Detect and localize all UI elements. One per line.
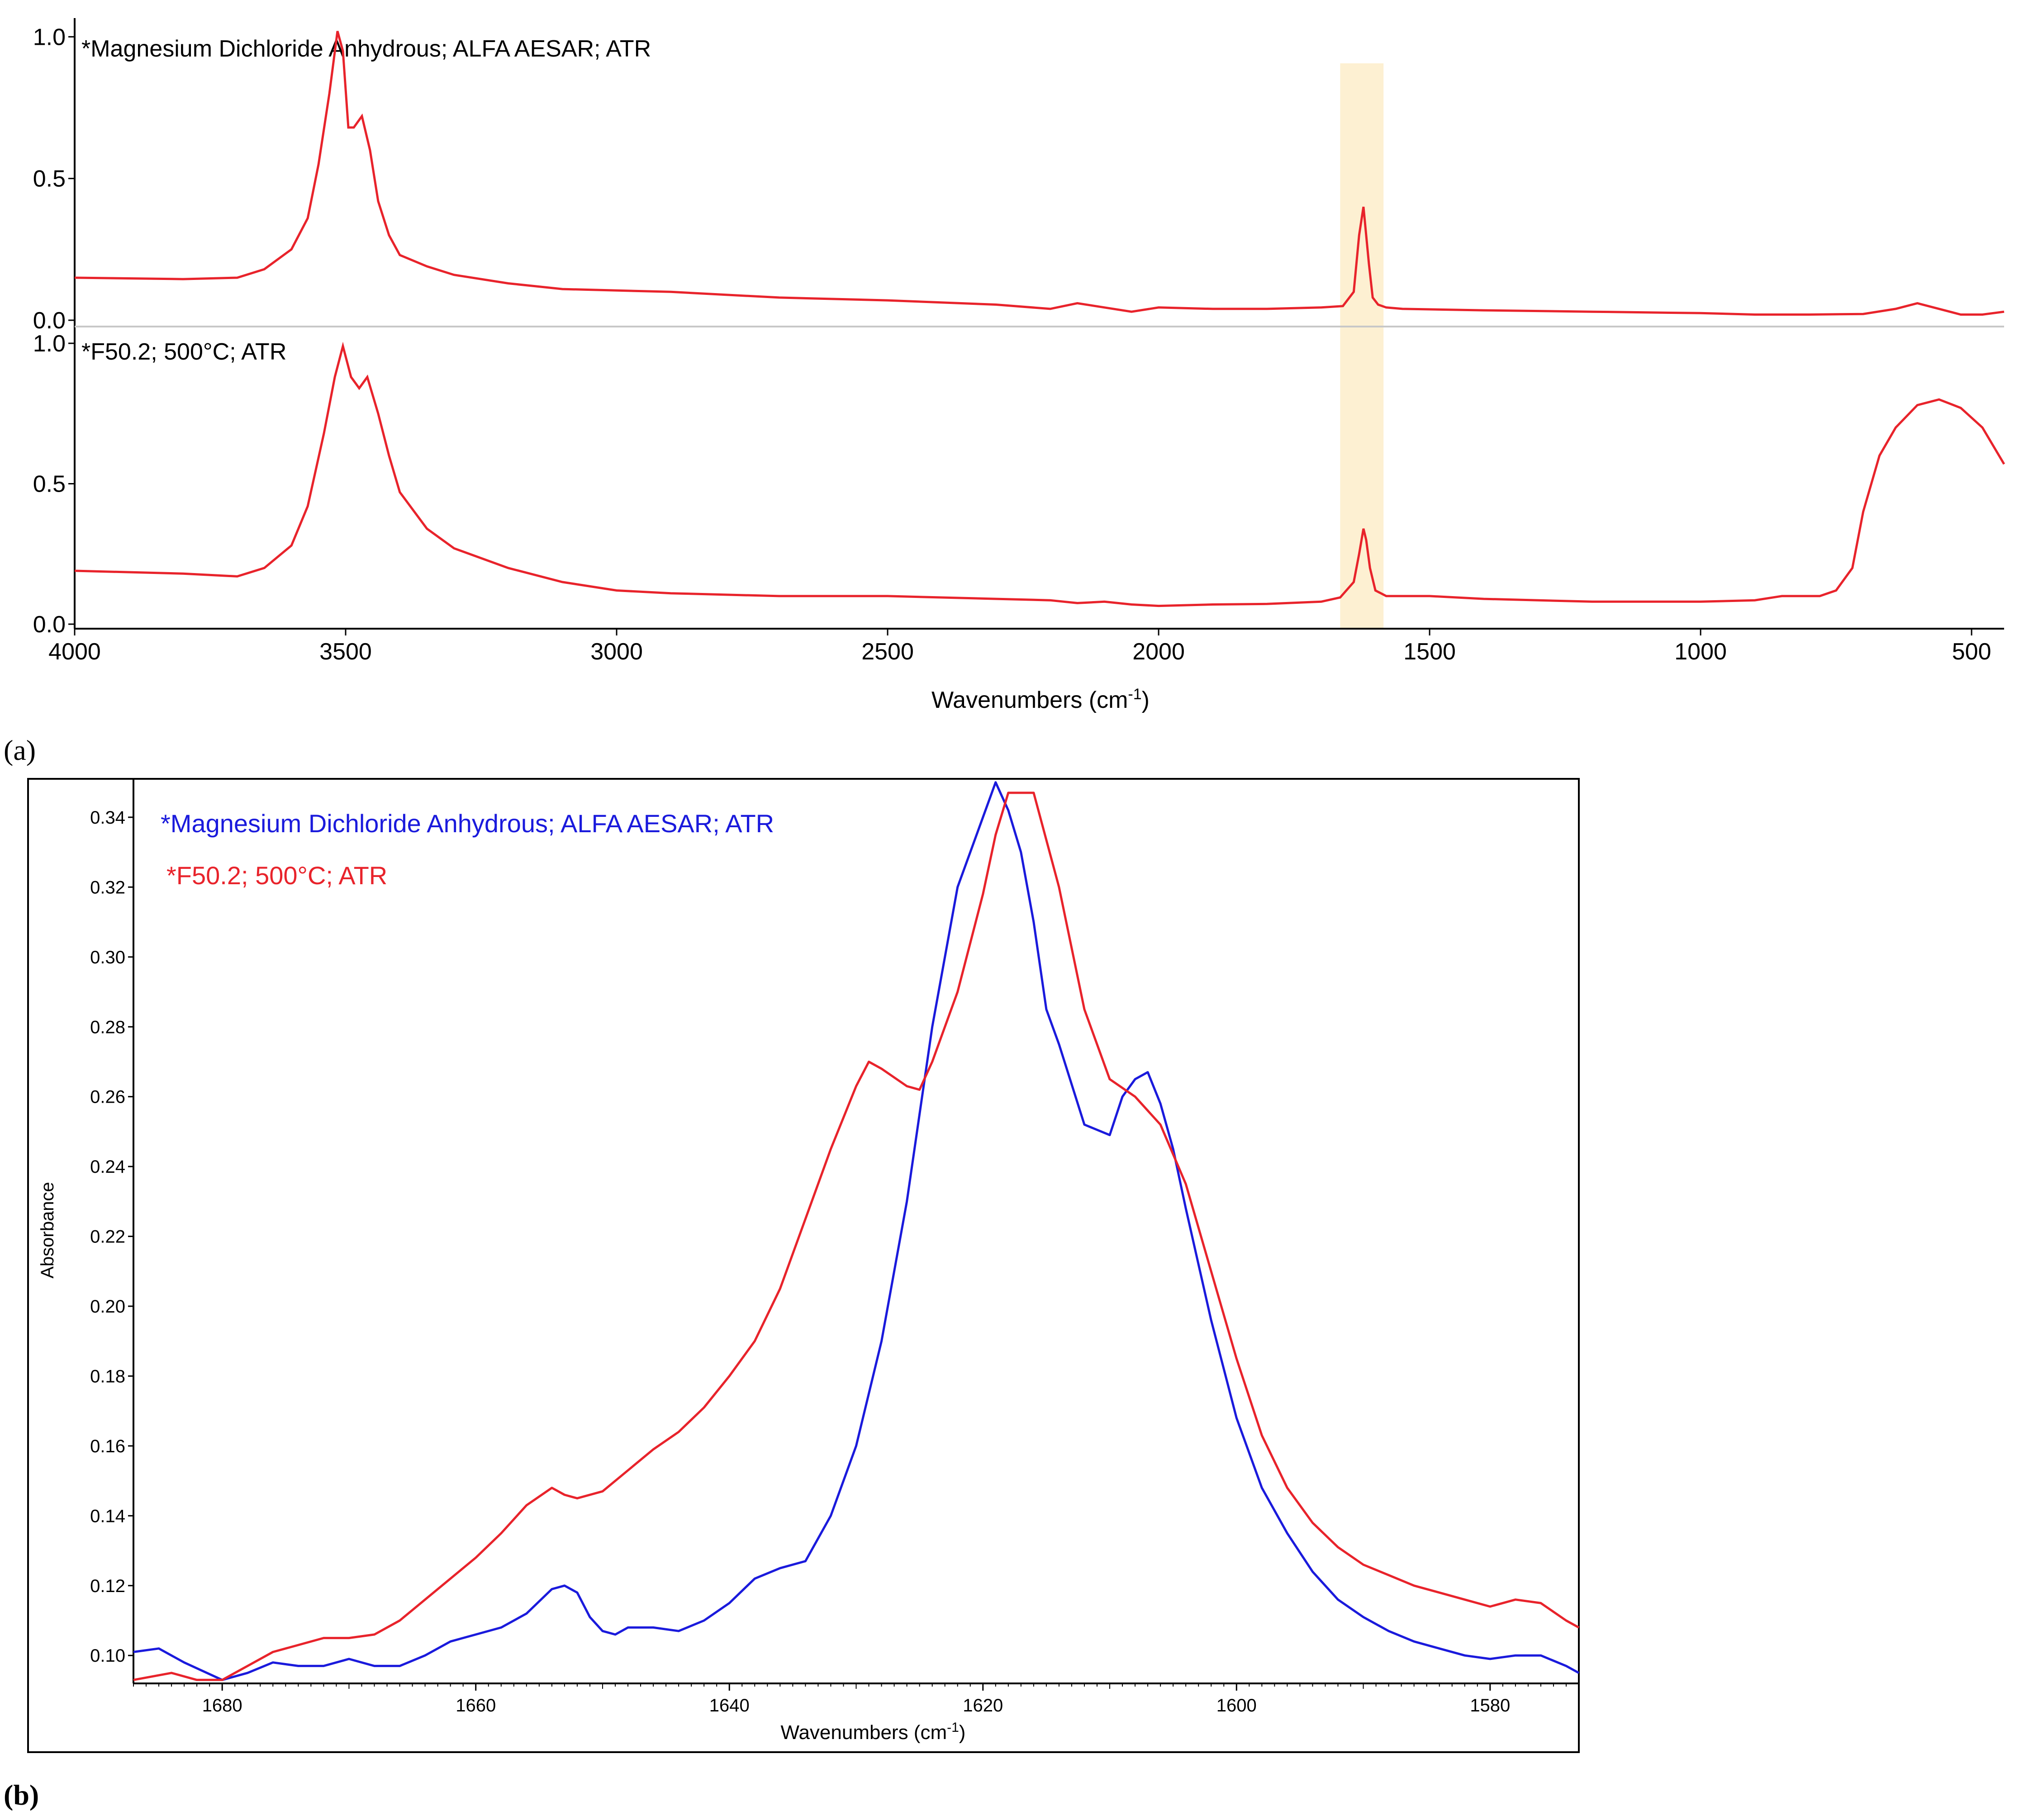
panel-b-y-ticks: 0.10 0.12 0.14 0.16 0.18 0.20 0.22 0.24 0.26 0.28… bbox=[90, 808, 133, 1666]
panel-b-series-line-2 bbox=[133, 792, 1580, 1681]
panel-b-x-tick-label: 1640 bbox=[709, 1696, 750, 1716]
panel-a-bottom-y-tick-label: 0.5 bbox=[33, 471, 66, 498]
panel-b-x-axis-title: Wavenumbers (cm-1) bbox=[781, 1720, 966, 1744]
panel-a-bottom-y-tick-label: 1.0 bbox=[33, 331, 66, 357]
panel-b-y-tick-label: 0.14 bbox=[90, 1506, 125, 1526]
panel-b-y-tick-label: 0.26 bbox=[90, 1087, 125, 1107]
panel-b-y-tick-label: 0.32 bbox=[90, 877, 125, 897]
panel-b-label: (b) bbox=[4, 1779, 39, 1811]
panel-a-x-tick-label: 2500 bbox=[861, 639, 914, 665]
panel-b-y-tick-label: 0.30 bbox=[90, 948, 125, 967]
panel-a-bottom-title: *F50.2; 500°C; ATR bbox=[81, 339, 286, 365]
panel-b-legend-series-1: *Magnesium Dichloride Anhydrous; ALFA AE… bbox=[161, 809, 774, 838]
panel-b-y-tick-label: 0.22 bbox=[90, 1227, 125, 1247]
panel-b-y-axis-title: Absorbance bbox=[38, 1182, 57, 1278]
panel-a-x-axis-title: Wavenumbers (cm-1) bbox=[931, 686, 1150, 713]
panel-a-x-tick-label: 1500 bbox=[1403, 639, 1456, 665]
panel-a-top-y-tick-label: 0.5 bbox=[33, 166, 66, 192]
panel-a-x-ticks: 4000 3500 3000 2500 2000 1500 1000 500 bbox=[48, 629, 1991, 665]
panel-b-y-tick-label: 0.24 bbox=[90, 1157, 125, 1177]
panel-b-y-tick-label: 0.10 bbox=[90, 1646, 125, 1666]
panel-b-x-tick-label: 1580 bbox=[1470, 1696, 1510, 1716]
panel-b-y-tick-label: 0.16 bbox=[90, 1436, 125, 1456]
panel-b-series-line-1 bbox=[133, 781, 1580, 1681]
panel-a-top-y-tick-label: 1.0 bbox=[33, 24, 66, 50]
panel-a-top-title: *Magnesium Dichloride Anhydrous; ALFA AE… bbox=[81, 36, 651, 62]
panel-b-series bbox=[133, 781, 1580, 1681]
panel-a-x-tick-label: 500 bbox=[1952, 639, 1991, 665]
panel-b-frame bbox=[27, 778, 1580, 1753]
panel-b-x-tick-label: 1620 bbox=[963, 1696, 1003, 1716]
panel-b-x-ticks: 1680 1660 1640 1620 1600 1580 bbox=[133, 1683, 1579, 1716]
panel-b-y-tick-label: 0.28 bbox=[90, 1017, 125, 1037]
panel-b-legend-series-2: *F50.2; 500°C; ATR bbox=[166, 861, 387, 890]
panel-a-subplot-top: *Magnesium Dichloride Anhydrous; ALFA AE… bbox=[33, 24, 2005, 334]
panel-a-top-series-line bbox=[74, 31, 2005, 316]
panel-a-x-tick-label: 3000 bbox=[590, 639, 643, 665]
panel-a-x-tick-label: 1000 bbox=[1674, 639, 1727, 665]
panel-a-bottom-series-line bbox=[74, 341, 2005, 607]
panel-b-y-tick-label: 0.34 bbox=[90, 808, 125, 828]
panel-a-label: (a) bbox=[4, 734, 36, 766]
panel-b-y-tick-label: 0.20 bbox=[90, 1297, 125, 1317]
panel-b-x-tick-label: 1680 bbox=[202, 1696, 242, 1716]
panel-a-x-tick-label: 4000 bbox=[48, 639, 101, 665]
panel-a: *Magnesium Dichloride Anhydrous; ALFA AE… bbox=[4, 18, 2005, 766]
panel-a-top-y-tick-label: 0.0 bbox=[33, 308, 66, 334]
panel-b-x-tick-label: 1600 bbox=[1216, 1696, 1257, 1716]
panel-b-y-tick-label: 0.12 bbox=[90, 1576, 125, 1596]
panel-a-x-tick-label: 3500 bbox=[319, 639, 372, 665]
panel-b: 0.10 0.12 0.14 0.16 0.18 0.20 0.22 0.24 0.26 0.28… bbox=[4, 778, 1580, 1811]
panel-a-bottom-y-tick-label: 0.0 bbox=[33, 611, 66, 638]
panel-a-subplot-bottom: *F50.2; 500°C; ATR 0.0 0.5 1.0 bbox=[33, 331, 2005, 638]
panel-a-x-tick-label: 2000 bbox=[1132, 639, 1185, 665]
panel-b-y-tick-label: 0.18 bbox=[90, 1366, 125, 1386]
panel-b-x-tick-label: 1660 bbox=[456, 1696, 496, 1716]
